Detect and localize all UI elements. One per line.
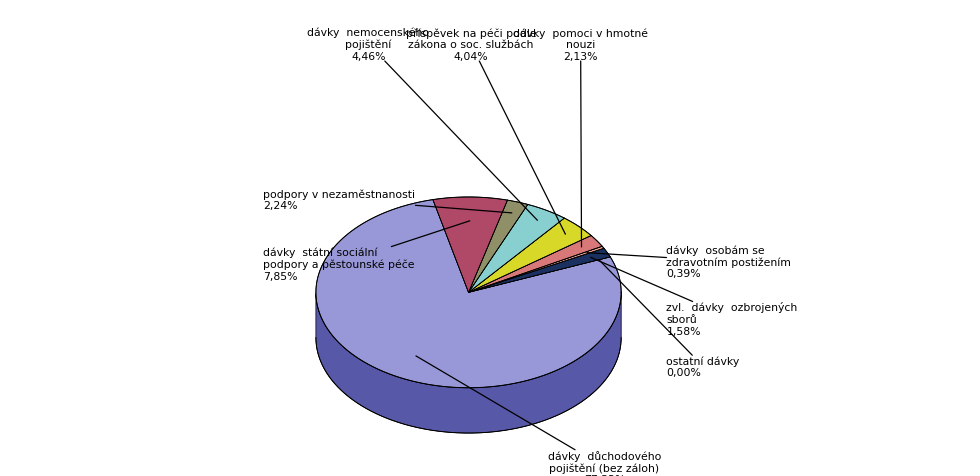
Polygon shape (468, 249, 611, 293)
Polygon shape (468, 201, 528, 293)
Polygon shape (468, 247, 604, 293)
Text: dávky  důchodového
pojištění (bez záloh)
77,32%: dávky důchodového pojištění (bez záloh) … (416, 356, 662, 476)
Polygon shape (316, 294, 621, 433)
Polygon shape (468, 218, 591, 293)
Polygon shape (468, 236, 602, 293)
Text: dávky  nemocenského
pojištění
4,46%: dávky nemocenského pojištění 4,46% (308, 28, 537, 221)
Polygon shape (433, 198, 508, 293)
Text: příspěvek na péči podle
zákona o soc. službách
4,04%: příspěvek na péči podle zákona o soc. sl… (406, 28, 565, 235)
Polygon shape (468, 205, 564, 293)
Text: dávky  osobám se
zdravotním postižením
0,39%: dávky osobám se zdravotním postižením 0,… (587, 245, 792, 279)
Polygon shape (316, 293, 621, 433)
Polygon shape (316, 200, 621, 388)
Text: ostatní dávky
0,00%: ostatní dávky 0,00% (599, 260, 740, 377)
Text: dávky  státní sociální
podpory a pěstounské péče
7,85%: dávky státní sociální podpory a pěstouns… (264, 221, 469, 281)
Text: zvl.  dávky  ozbrojených
sborů
1,58%: zvl. dávky ozbrojených sborů 1,58% (591, 258, 798, 336)
Text: podpory v nezaměstnanosti
2,24%: podpory v nezaměstnanosti 2,24% (264, 189, 512, 213)
Text: dávky  pomoci v hmotné
nouzi
2,13%: dávky pomoci v hmotné nouzi 2,13% (514, 28, 648, 248)
